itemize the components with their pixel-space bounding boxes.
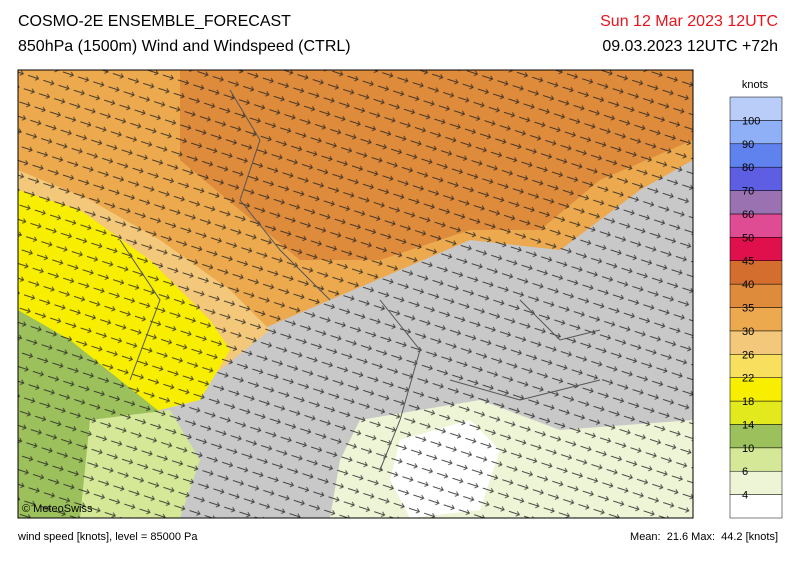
colorbar-box <box>729 143 783 168</box>
colorbar-tick-label: 40 <box>742 279 754 291</box>
colorbar-box <box>729 213 783 238</box>
colorbar-box <box>729 237 783 261</box>
colorbar-box <box>729 307 783 332</box>
colorbar-box <box>729 377 783 402</box>
colorbar-box <box>729 354 783 378</box>
wind-arrows <box>18 70 693 518</box>
colorbar-box <box>729 96 783 121</box>
colorbar-box <box>729 190 783 215</box>
colorbar-box <box>729 494 783 519</box>
map-frame <box>17 69 694 519</box>
subtitle: 850hPa (1500m) Wind and Windspeed (CTRL) <box>18 38 351 55</box>
title: COSMO-2E ENSEMBLE_FORECAST <box>18 13 291 30</box>
colorbar-tick-label: 4 <box>742 490 748 502</box>
colorbar-tick-label: 100 <box>742 115 760 127</box>
colorbar-tick-label: 10 <box>742 443 754 455</box>
colorbar: knots 4 6 10 14 18 22 26 30 35 40 45 50 60 70 80 90 100 <box>729 79 783 519</box>
colorbar-tick-label: 50 <box>742 232 754 244</box>
colorbar-tick-label: 35 <box>742 303 754 315</box>
colorbar-box <box>729 260 783 285</box>
run-time: 09.03.2023 12UTC +72h <box>602 38 778 55</box>
colorbar-tick-label: 45 <box>742 256 754 268</box>
colorbar-tick-label: 80 <box>742 162 754 174</box>
valid-time: Sun 12 Mar 2023 12UTC <box>600 13 778 30</box>
colorbar-box <box>729 447 783 472</box>
colorbar-box <box>729 283 783 308</box>
colorbar-tick-label: 70 <box>742 186 754 198</box>
colorbar-unit: knots <box>742 79 769 91</box>
footer-left: wind speed [knots], level = 85000 Pa <box>17 531 198 543</box>
colorbar-box <box>729 470 783 495</box>
colorbar-tick-label: 6 <box>742 466 748 478</box>
colorbar-tick-label: 14 <box>742 419 754 431</box>
colorbar-tick-label: 90 <box>742 139 754 151</box>
colorbar-tick-label: 30 <box>742 326 754 338</box>
borders <box>119 89 601 471</box>
footer-stats: Mean: 21.6 Max: 44.2 [knots] <box>630 531 778 543</box>
colorbar-box <box>729 166 783 191</box>
colorbar-tick-label: 26 <box>742 349 754 361</box>
colorbar-tick-label: 22 <box>742 373 754 385</box>
colorbar-box <box>729 424 783 449</box>
colorbar-tick-label: 60 <box>742 209 754 221</box>
colorbar-tick-label: 18 <box>742 396 754 408</box>
colorbar-box <box>729 400 783 425</box>
map <box>18 70 693 518</box>
colorbar-box <box>729 330 783 355</box>
copyright: © MeteoSwiss <box>22 503 93 515</box>
